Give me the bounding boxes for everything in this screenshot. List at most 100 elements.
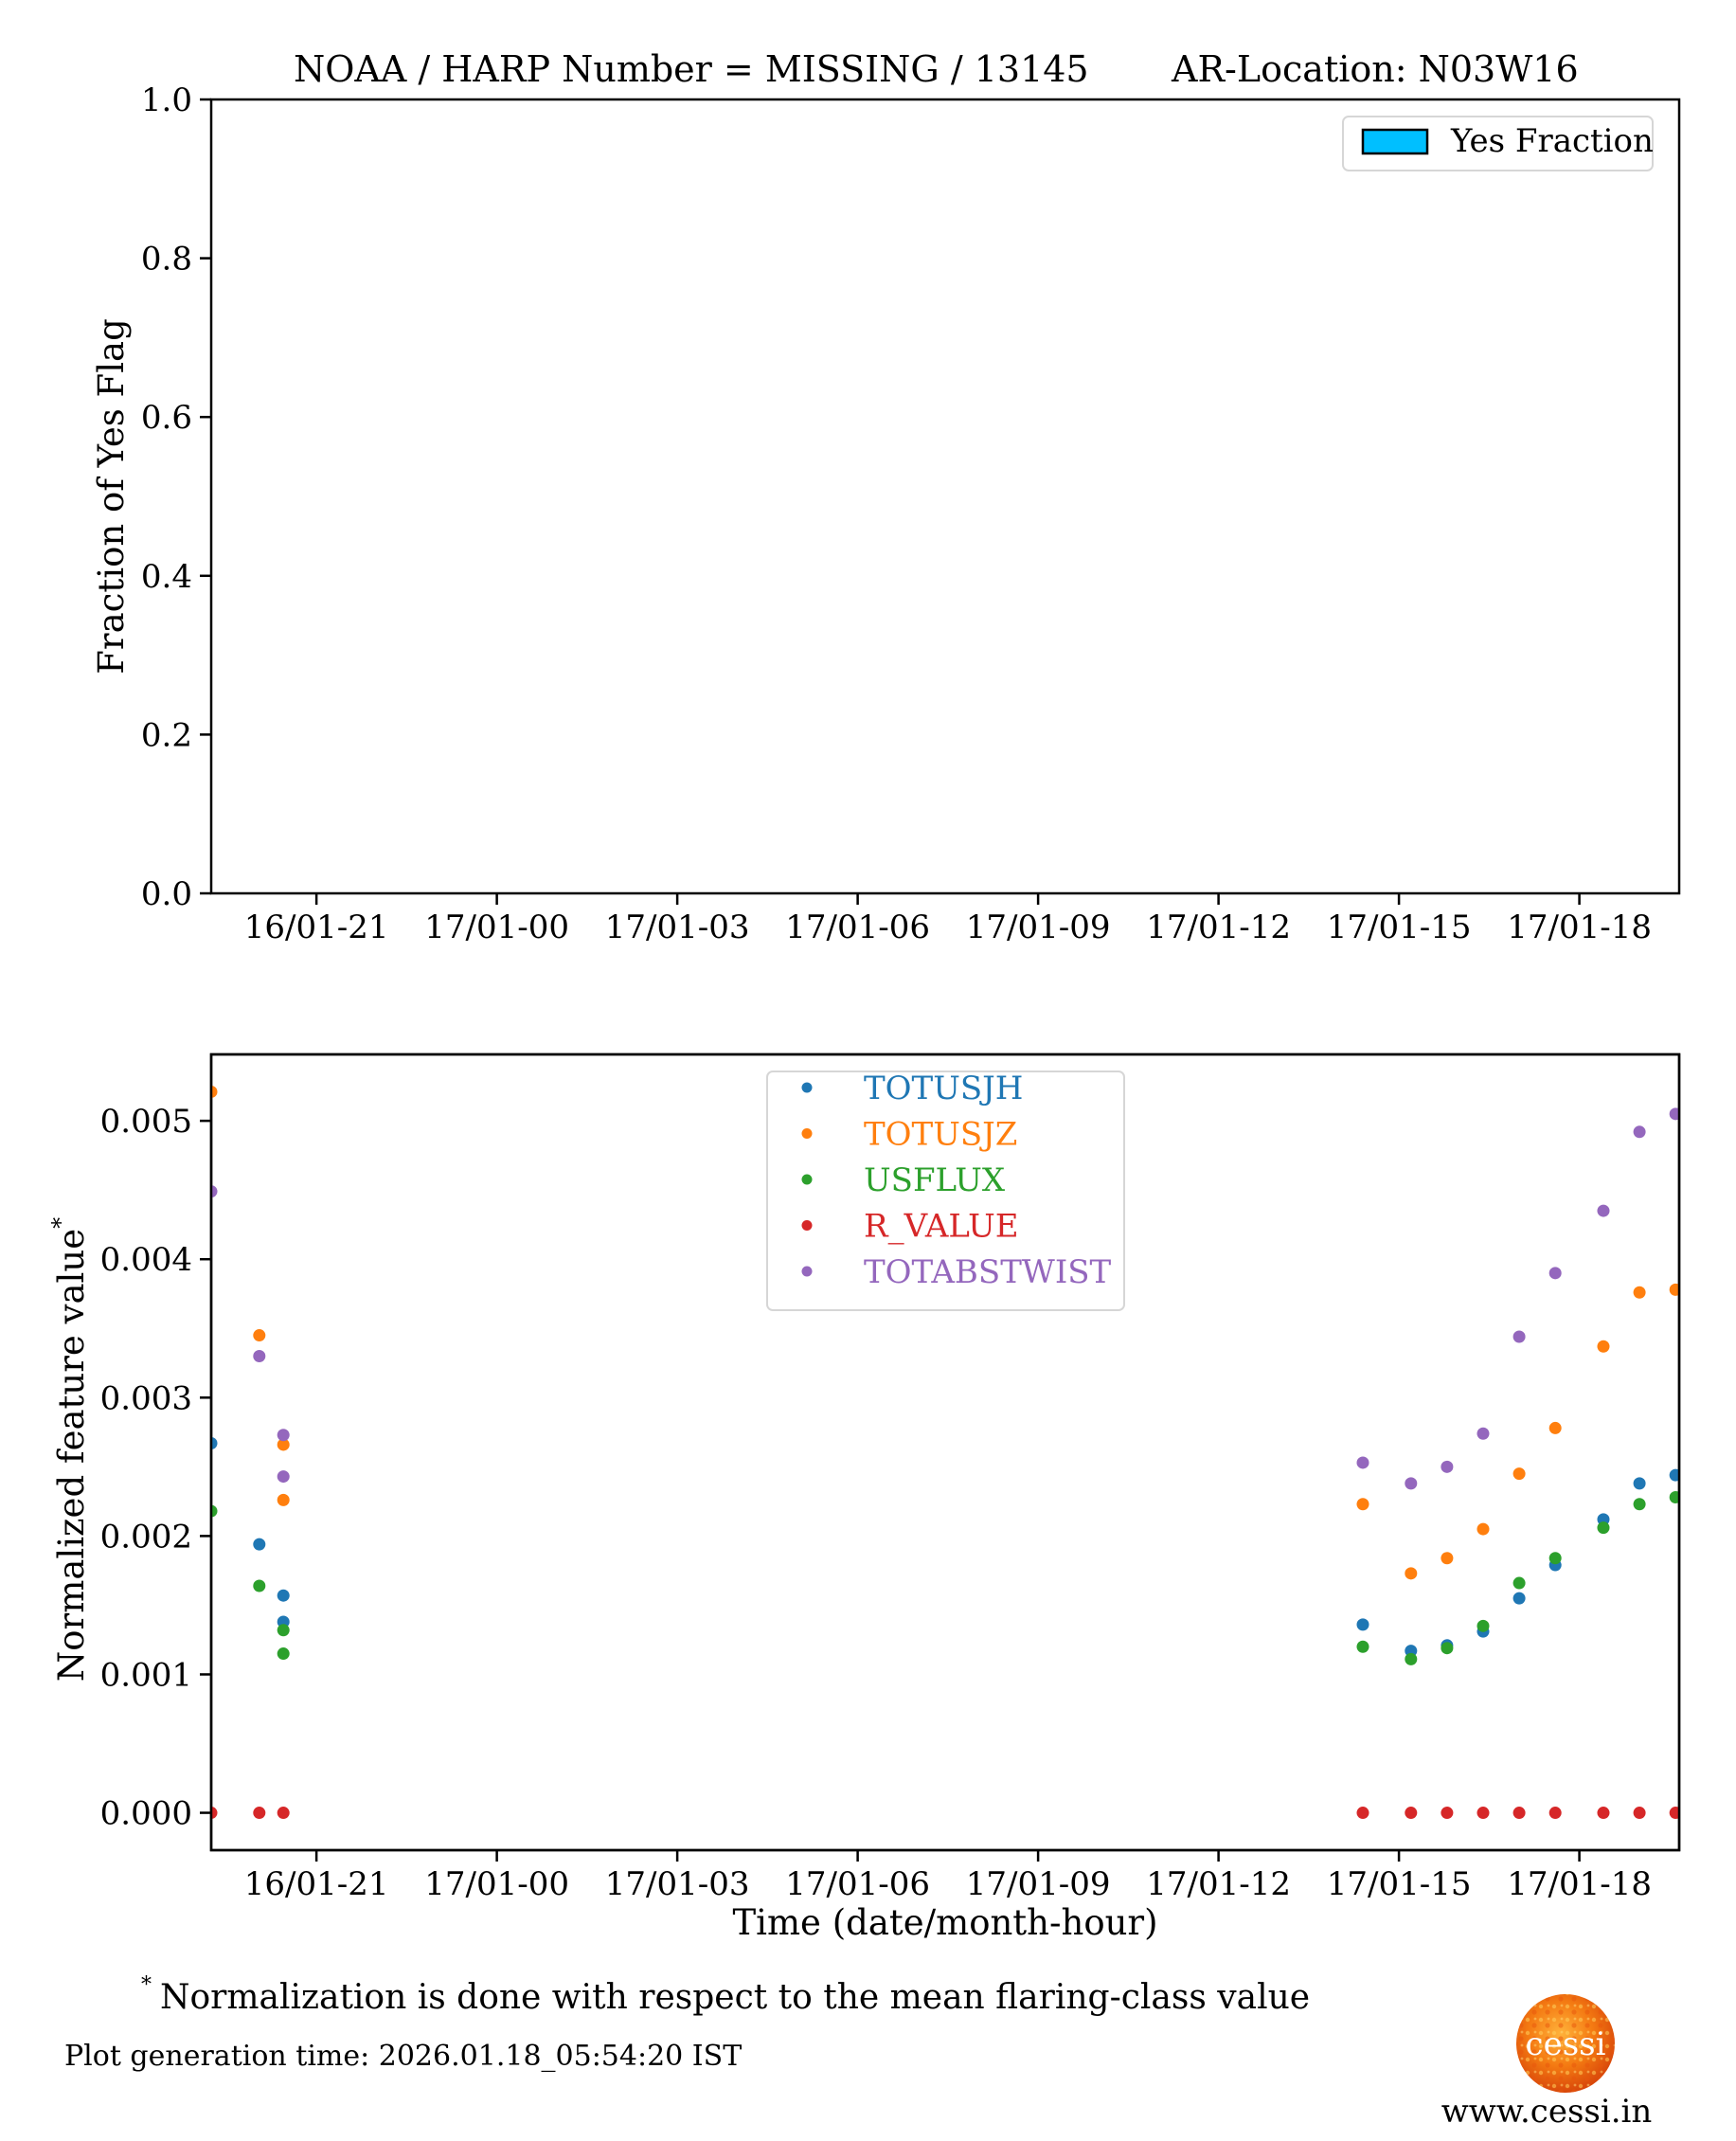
point-totabstwist bbox=[277, 1429, 290, 1442]
point-usflux bbox=[253, 1579, 266, 1592]
bottom-y-tick-label: 0.005 bbox=[100, 1103, 192, 1141]
point-usflux bbox=[1356, 1640, 1369, 1653]
bottom-y-tick-label: 0.004 bbox=[100, 1241, 192, 1279]
footer: * Normalization is done with respect to … bbox=[64, 1973, 1652, 2131]
bottom-x-tick-label: 16/01-21 bbox=[244, 1865, 389, 1903]
plot-frame-overlay bbox=[209, 1053, 1681, 1852]
point-usflux bbox=[1597, 1521, 1610, 1535]
point-totusjz bbox=[277, 1438, 290, 1451]
point-totusjz bbox=[1441, 1552, 1454, 1565]
logo-text: cessi bbox=[1526, 2025, 1606, 2063]
point-usflux bbox=[1548, 1552, 1562, 1565]
top-x-axis: 16/01-21 17/01-00 17/01-03 17/01-06 17/01-09… bbox=[244, 893, 1652, 946]
point-totusjz bbox=[1512, 1467, 1526, 1481]
point-totusjz bbox=[277, 1493, 290, 1506]
top-x-tick-label: 17/01-03 bbox=[605, 909, 750, 946]
point-totusjh bbox=[253, 1538, 266, 1551]
top-y-tick-label: 0.0 bbox=[141, 875, 192, 913]
bottom-x-axis: 16/01-21 17/01-00 17/01-03 17/01-06 17/01-09… bbox=[244, 1850, 1652, 1903]
bottom-x-axis-label: Time (date/month-hour) bbox=[732, 1902, 1157, 1943]
bottom-x-tick-label: 17/01-06 bbox=[785, 1865, 930, 1903]
point-r-value bbox=[1476, 1807, 1490, 1820]
legend-label-yes-fraction: Yes Fraction bbox=[1450, 122, 1654, 160]
chart-title-right: AR-Location: N03W16 bbox=[1171, 48, 1579, 90]
point-totabstwist bbox=[253, 1349, 266, 1362]
point-totabstwist bbox=[1597, 1204, 1610, 1217]
top-plot-area bbox=[209, 98, 1681, 895]
top-y-axis: 0.0 0.2 0.4 0.6 0.8 1.0 bbox=[141, 81, 211, 913]
bottom-x-tick-label: 17/01-15 bbox=[1327, 1865, 1472, 1903]
point-totabstwist bbox=[1669, 1107, 1679, 1121]
point-r-value bbox=[1405, 1807, 1418, 1820]
legend-label-totabstwist: TOTABSTWIST bbox=[864, 1253, 1112, 1291]
bottom-x-tick-label: 17/01-12 bbox=[1146, 1865, 1291, 1903]
point-usflux bbox=[211, 1504, 218, 1518]
point-usflux bbox=[1441, 1642, 1454, 1655]
top-legend: Yes Fraction bbox=[1342, 116, 1654, 171]
point-totabstwist bbox=[277, 1470, 290, 1484]
point-r-value bbox=[1633, 1807, 1646, 1820]
bottom-y-tick-label: 0.002 bbox=[100, 1518, 192, 1556]
point-usflux bbox=[277, 1647, 290, 1661]
point-usflux bbox=[1512, 1576, 1526, 1590]
point-totabstwist bbox=[1633, 1125, 1646, 1139]
point-usflux bbox=[1669, 1490, 1679, 1503]
point-totusjz bbox=[1405, 1567, 1418, 1580]
footnote: Normalization is done with respect to th… bbox=[160, 1978, 1310, 2017]
point-totusjz bbox=[1597, 1340, 1610, 1353]
point-usflux bbox=[1633, 1498, 1646, 1511]
point-r-value bbox=[1512, 1807, 1526, 1820]
legend-label-totusjh: TOTUSJH bbox=[864, 1070, 1023, 1107]
point-usflux bbox=[277, 1624, 290, 1637]
legend-swatch-yes-fraction bbox=[1361, 128, 1429, 155]
point-r-value bbox=[253, 1807, 266, 1820]
point-totusjz bbox=[1356, 1498, 1369, 1511]
bottom-y-tick-label: 0.001 bbox=[100, 1656, 192, 1694]
legend-marker-totusjh bbox=[801, 1082, 813, 1093]
plot-generation-time: Plot generation time: 2026.01.18_05:54:2… bbox=[64, 2040, 742, 2073]
features-legend: TOTUSJH TOTUSJZ USFLUX R_VALUE TOTABSTWIST bbox=[766, 1070, 1125, 1311]
point-totusjz bbox=[1476, 1522, 1490, 1536]
point-r-value bbox=[211, 1807, 218, 1820]
legend-frame bbox=[766, 1070, 1125, 1311]
point-totabstwist bbox=[1441, 1460, 1454, 1473]
point-r-value bbox=[277, 1807, 290, 1820]
point-totusjh bbox=[1669, 1468, 1679, 1482]
y-axis-label-asterisk: * bbox=[47, 1217, 74, 1229]
point-usflux bbox=[1405, 1652, 1418, 1665]
top-x-tick-label: 16/01-21 bbox=[244, 909, 389, 946]
footnote-marker: * bbox=[141, 1973, 152, 1997]
point-totabstwist bbox=[1512, 1330, 1526, 1343]
top-y-tick-label: 1.0 bbox=[141, 81, 192, 119]
point-totusjh bbox=[1633, 1477, 1646, 1490]
point-r-value bbox=[1548, 1807, 1562, 1820]
y-axis-label-text: Normalized feature value bbox=[51, 1229, 92, 1682]
cessi-logo: cessi bbox=[1516, 1994, 1615, 2093]
point-totusjz bbox=[1548, 1421, 1562, 1434]
yes-fraction-panel: NOAA / HARP Number = MISSING / 13145 AR-… bbox=[91, 48, 1681, 946]
website-link[interactable]: www.cessi.in bbox=[1441, 2093, 1653, 2131]
point-totabstwist bbox=[1356, 1456, 1369, 1469]
bottom-x-tick-label: 17/01-09 bbox=[966, 1865, 1111, 1903]
top-x-tick-label: 17/01-12 bbox=[1146, 909, 1291, 946]
legend-label-totusjz: TOTUSJZ bbox=[864, 1116, 1017, 1154]
point-r-value bbox=[1356, 1807, 1369, 1820]
legend-label-r-value: R_VALUE bbox=[864, 1208, 1019, 1246]
point-totabstwist bbox=[1548, 1267, 1562, 1280]
point-totusjz bbox=[1633, 1286, 1646, 1299]
top-x-tick-label: 17/01-06 bbox=[785, 909, 930, 946]
top-x-tick-label: 17/01-18 bbox=[1507, 909, 1652, 946]
bottom-y-tick-label: 0.000 bbox=[100, 1795, 192, 1833]
point-r-value bbox=[1597, 1807, 1610, 1820]
sun-texture bbox=[1516, 1994, 1615, 2093]
scatter-points bbox=[211, 1085, 1679, 1820]
bottom-x-tick-label: 17/01-00 bbox=[424, 1865, 569, 1903]
bottom-x-tick-label: 17/01-03 bbox=[605, 1865, 750, 1903]
point-totusjz bbox=[211, 1085, 218, 1098]
top-y-tick-label: 0.2 bbox=[141, 716, 192, 754]
point-totabstwist bbox=[1476, 1427, 1490, 1440]
top-y-tick-label: 0.4 bbox=[141, 558, 192, 596]
top-x-tick-label: 17/01-00 bbox=[424, 909, 569, 946]
legend-marker-usflux bbox=[801, 1174, 813, 1185]
